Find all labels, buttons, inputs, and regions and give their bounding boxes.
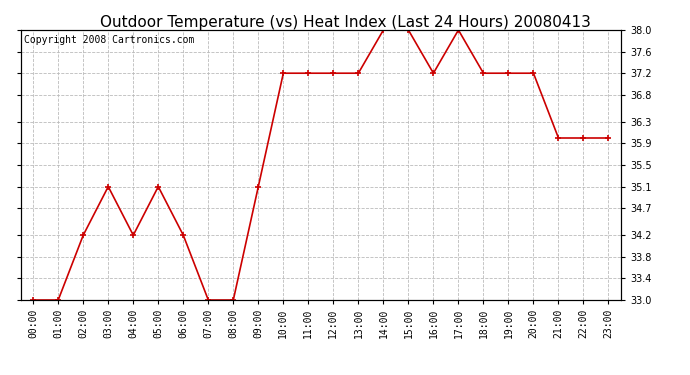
Text: Copyright 2008 Cartronics.com: Copyright 2008 Cartronics.com [23, 35, 194, 45]
Text: Outdoor Temperature (vs) Heat Index (Last 24 Hours) 20080413: Outdoor Temperature (vs) Heat Index (Las… [99, 15, 591, 30]
